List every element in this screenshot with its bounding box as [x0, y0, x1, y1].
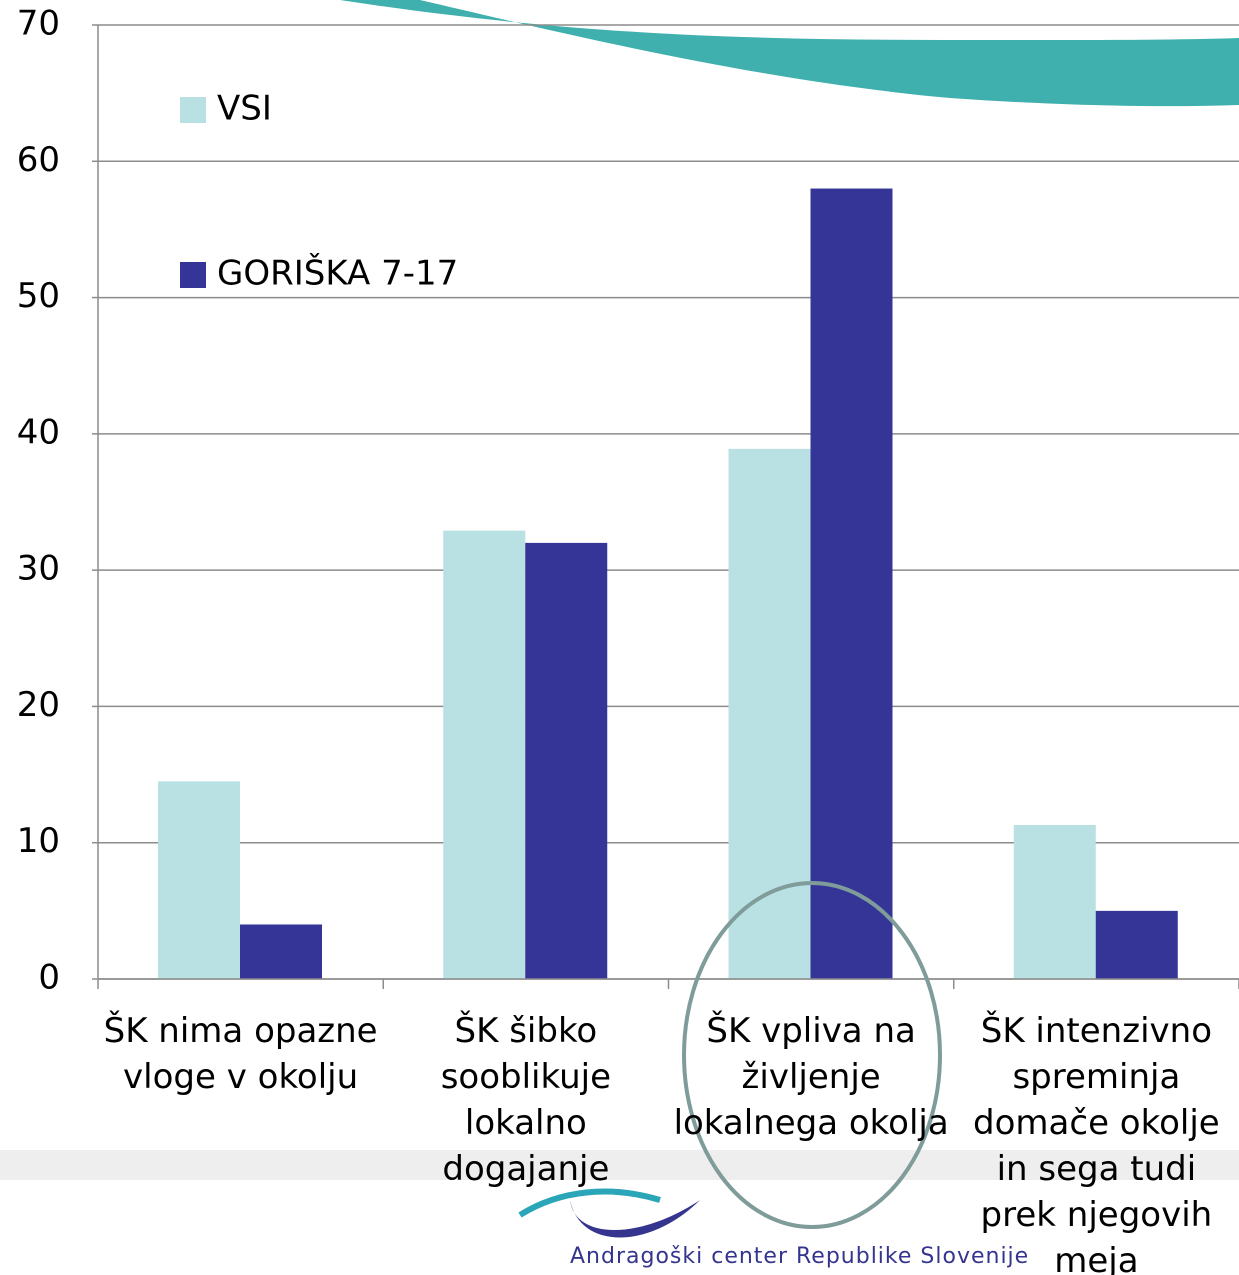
bar — [811, 189, 893, 979]
legend-label: VSI — [217, 89, 272, 129]
bar — [443, 531, 525, 979]
logo — [570, 1200, 700, 1238]
bar — [525, 543, 607, 979]
x-tick-label: ŠK vpliva na življenje lokalnega okolja — [671, 1008, 951, 1146]
y-tick-label: 10 — [17, 821, 60, 861]
y-tick-label: 50 — [17, 276, 60, 316]
legend-swatch — [180, 262, 206, 288]
bar — [240, 924, 322, 979]
bar — [1096, 911, 1178, 979]
y-tick-label: 0 — [38, 958, 60, 998]
y-tick-label: 30 — [17, 549, 60, 589]
x-tick-label: ŠK nima opazne vloge v okolju — [101, 1008, 381, 1100]
legend-label: GORIŠKA 7-17 — [217, 253, 458, 294]
x-tick-label: ŠK intenzivno spreminja domače okolje in… — [956, 1008, 1236, 1275]
x-tick-label: ŠK šibko sooblikuje lokalno dogajanje — [386, 1008, 666, 1192]
bar — [158, 781, 240, 979]
bar — [729, 449, 811, 979]
slide: 010203040506070VSIGORIŠKA 7-17 Andragošk… — [0, 0, 1239, 1275]
y-tick-label: 70 — [17, 4, 60, 44]
y-tick-label: 20 — [17, 685, 60, 725]
logo — [520, 1192, 660, 1215]
legend-swatch — [180, 97, 206, 123]
decor-swoosh — [340, 0, 1239, 106]
y-tick-label: 60 — [17, 140, 60, 180]
bar — [1014, 825, 1096, 979]
y-tick-label: 40 — [17, 412, 60, 452]
